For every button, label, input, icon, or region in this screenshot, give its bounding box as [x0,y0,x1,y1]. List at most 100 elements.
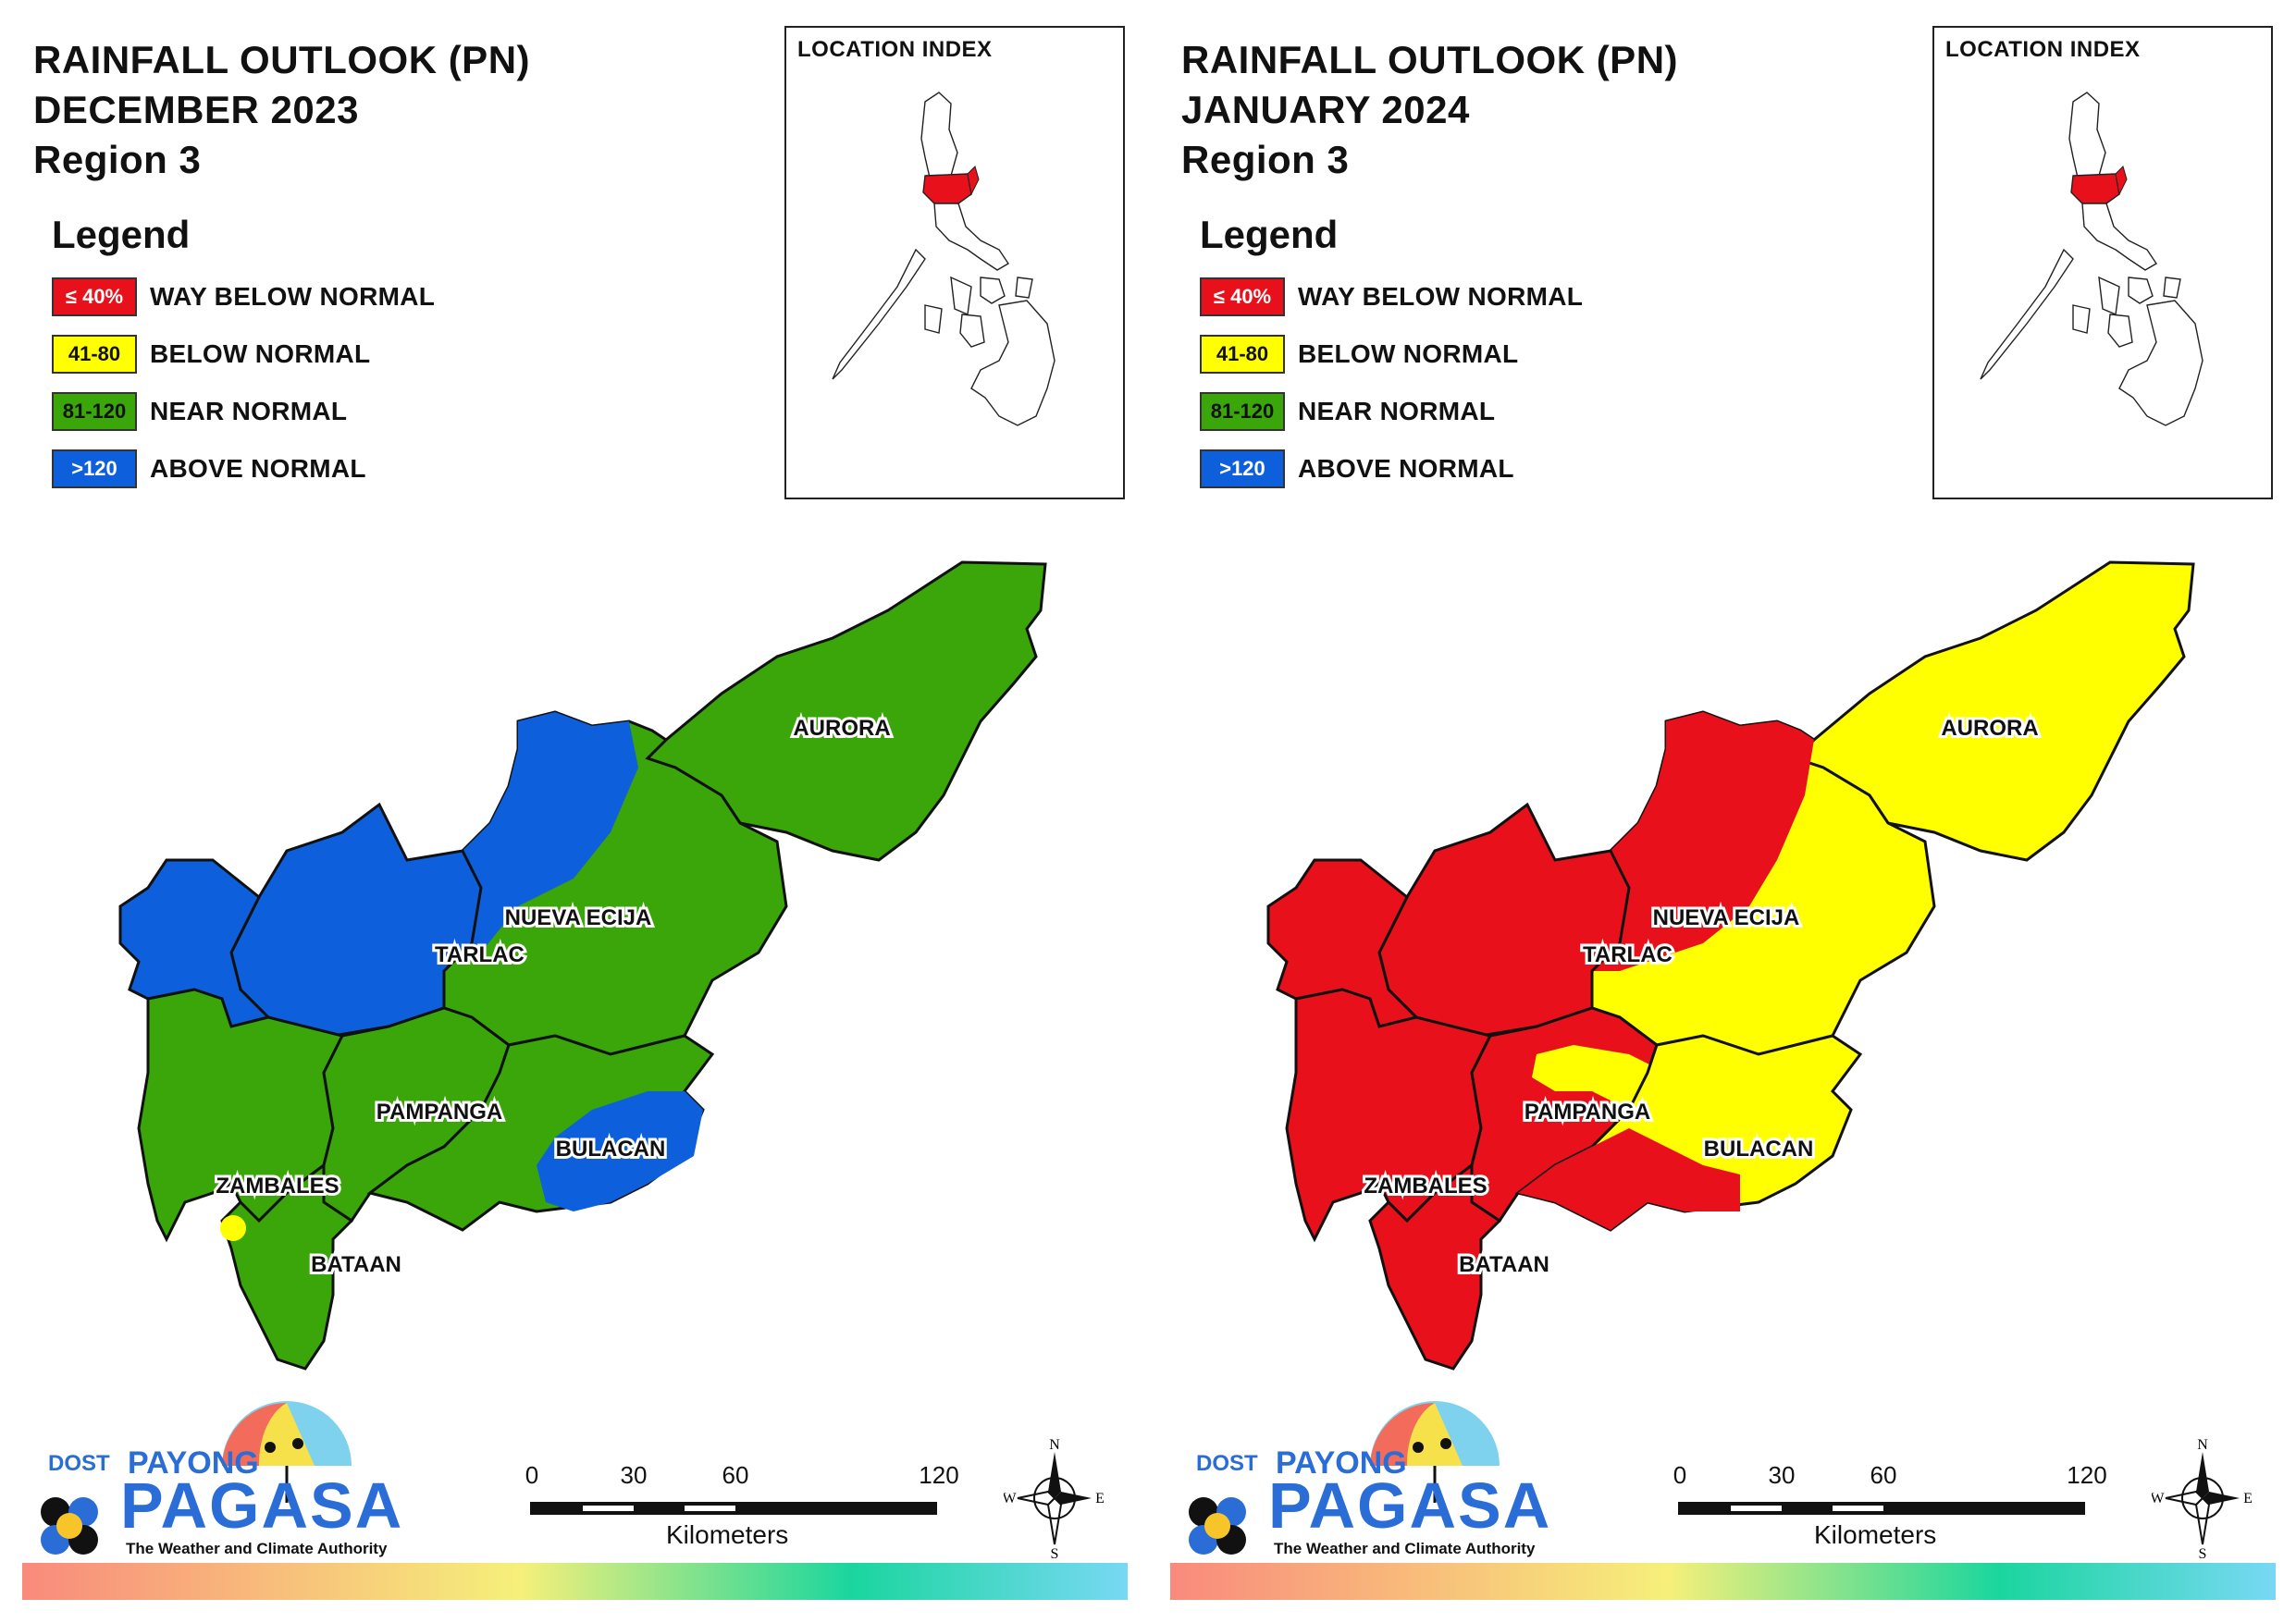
way-below-zone-nueva-ecija [1592,712,1814,971]
logo-dost: DOST [1196,1451,1258,1476]
legend-swatch: 81-120 [1200,392,1285,431]
scale-bar: 0 30 60 120 Kilometers [525,1461,971,1563]
compass-n: N [1049,1438,1060,1453]
logo-pagasa: PAGASA [1268,1469,1552,1542]
legend-swatch: ≤ 40% [1200,277,1285,316]
footer-gradient-bar [1170,1563,2276,1600]
label-aurora: AURORA [1941,716,2038,741]
label-tarlac: TARLAC [435,942,525,967]
legend-item-way-below: ≤ 40% WAY BELOW NORMAL [1200,274,1583,320]
label-bulacan: BULACAN [1704,1137,1814,1162]
label-pampanga: PAMPANGA [1524,1100,1650,1125]
below-normal-spot-bataan [220,1215,246,1241]
logo-payong: PAYONG [128,1445,259,1481]
legend-swatch: ≤ 40% [52,277,137,316]
location-index: LOCATION INDEX [784,26,1125,499]
logo-tagline: The Weather and Climate Authority [126,1540,388,1557]
label-nueva-ecija: NUEVA ECIJA [505,905,652,930]
scale-tick: 0 [1673,1461,1687,1489]
legend: Legend ≤ 40% WAY BELOW NORMAL 41-80 BELO… [1200,213,1583,503]
compass-e: E [2243,1491,2253,1506]
label-aurora: AURORA [793,716,890,741]
legend-label: WAY BELOW NORMAL [150,282,436,311]
scale-bar-graphic [1678,1502,2085,1515]
legend-swatch: >120 [1200,449,1285,488]
scale-tick: 30 [620,1461,648,1489]
region3-outlook-map: TARLAC NUEVA ECIJA AURORA PAMPANGA BULAC… [1266,560,2195,1371]
legend-item-below: 41-80 BELOW NORMAL [1200,331,1583,377]
scale-tick: 0 [525,1461,539,1489]
scale-unit: Kilometers [1814,1520,1937,1549]
scale-bar-graphic [530,1502,937,1515]
legend-title: Legend [52,213,191,256]
compass-e: E [1095,1491,1105,1506]
above-normal-zone-nueva-ecija [463,712,638,953]
pagasa-logo: DOST PAYONG PAGASA The Weather and Clima… [1176,1392,1549,1568]
pagasa-logo: DOST PAYONG PAGASA The Weather and Clima… [28,1392,401,1568]
title-line-1: RAINFALL OUTLOOK (PN) [33,38,531,81]
umbrella-icon [41,1401,352,1555]
outlook-panel-december: RAINFALL OUTLOOK (PN) DECEMBER 2023 Regi… [22,26,1128,1600]
scale-tick: 120 [919,1461,959,1489]
compass-n: N [2197,1438,2208,1453]
title-line-3: Region 3 [33,138,202,181]
legend-swatch: 41-80 [52,335,137,374]
legend-label: BELOW NORMAL [1298,339,1519,368]
legend-title: Legend [1200,213,1339,256]
legend-swatch: >120 [52,449,137,488]
label-bulacan: BULACAN [556,1137,666,1162]
compass-w: W [2152,1491,2165,1506]
label-zambales: ZAMBALES [216,1174,339,1199]
legend-item-below: 41-80 BELOW NORMAL [52,331,435,377]
region3-outlook-map: TARLAC NUEVA ECIJA AURORA PAMPANGA BULAC… [118,560,1047,1371]
scale-tick: 60 [1870,1461,1897,1489]
compass-rose-icon: N S E W [2152,1438,2253,1558]
location-index: LOCATION INDEX [1932,26,2273,499]
logo-dost: DOST [48,1451,110,1476]
philippines-locator-map [832,92,1055,426]
umbrella-icon [1189,1401,1500,1555]
philippines-locator-map [1980,92,2203,426]
province-tarlac [229,802,483,1038]
compass-s: S [1051,1546,1059,1558]
title-line-1: RAINFALL OUTLOOK (PN) [1181,38,1679,81]
title-line-3: Region 3 [1181,138,1350,181]
legend-item-way-below: ≤ 40% WAY BELOW NORMAL [52,274,435,320]
legend-swatch: 41-80 [1200,335,1285,374]
map-title: RAINFALL OUTLOOK (PN) JANUARY 2024 Regio… [1181,35,1678,185]
province-bataan [1368,1162,1502,1371]
legend: Legend ≤ 40% WAY BELOW NORMAL 41-80 BELO… [52,213,435,503]
province-aurora [1793,560,2195,862]
province-bataan [220,1162,354,1371]
province-aurora [645,560,1047,862]
footer-gradient-bar [22,1563,1128,1600]
compass-w: W [1004,1491,1017,1506]
compass-rose-icon: N S E W [1004,1438,1105,1558]
map-title: RAINFALL OUTLOOK (PN) DECEMBER 2023 Regi… [33,35,530,185]
legend-item-near: 81-120 NEAR NORMAL [1200,388,1583,435]
logo-tagline: The Weather and Climate Authority [1274,1540,1536,1557]
legend-item-near: 81-120 NEAR NORMAL [52,388,435,435]
legend-swatch: 81-120 [52,392,137,431]
logo-pagasa: PAGASA [120,1469,404,1542]
legend-label: WAY BELOW NORMAL [1298,282,1584,311]
scale-tick: 60 [722,1461,749,1489]
legend-label: NEAR NORMAL [1298,397,1496,425]
legend-item-above: >120 ABOVE NORMAL [52,446,435,492]
title-line-2: DECEMBER 2023 [33,88,359,131]
logo-payong: PAYONG [1276,1445,1407,1481]
legend-label: ABOVE NORMAL [150,454,366,483]
label-bataan: BATAAN [1459,1252,1549,1277]
legend-label: ABOVE NORMAL [1298,454,1514,483]
location-index-title: LOCATION INDEX [797,37,993,62]
location-index-title: LOCATION INDEX [1945,37,2141,62]
title-line-2: JANUARY 2024 [1181,88,1470,131]
label-zambales: ZAMBALES [1364,1174,1487,1199]
legend-label: BELOW NORMAL [150,339,371,368]
label-bataan: BATAAN [311,1252,401,1277]
scale-bar: 0 30 60 120 Kilometers [1673,1461,2119,1563]
above-normal-zone-bulacan [537,1091,703,1211]
scale-tick: 30 [1768,1461,1796,1489]
scale-tick: 120 [2067,1461,2107,1489]
label-nueva-ecija: NUEVA ECIJA [1653,905,1800,930]
